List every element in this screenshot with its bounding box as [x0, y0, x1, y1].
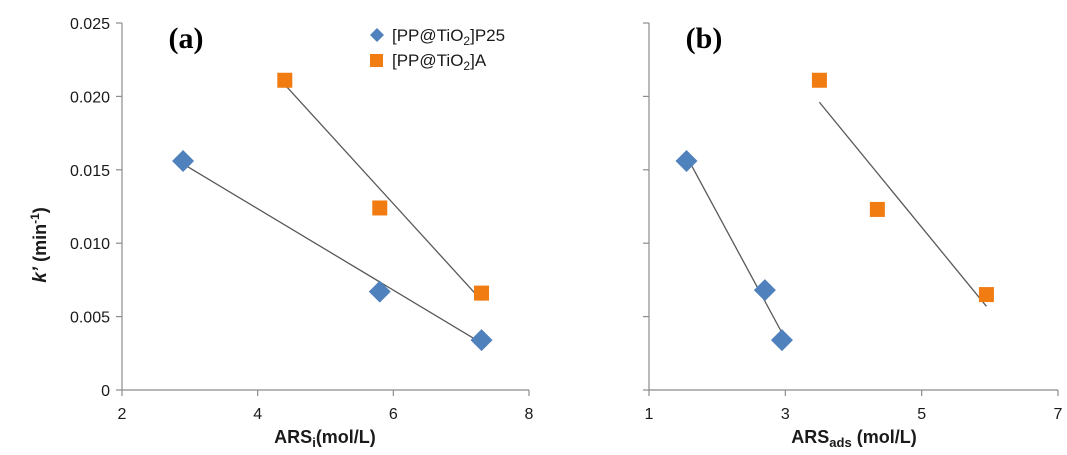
panel-b-x-tick-label: 7	[1054, 406, 1063, 423]
legend-marker-square	[370, 54, 383, 67]
legend-label-p25-pre: [PP@TiO	[392, 26, 463, 45]
panel-a-y-tick-label: 0.005	[70, 310, 110, 327]
panel-a-y-tick-label: 0.025	[70, 16, 110, 33]
legend-label-p25-sub: 2	[463, 34, 470, 48]
panel-b-x-tick-label: 5	[917, 406, 926, 423]
panel-a-y-tick-label: 0.015	[70, 163, 110, 180]
panel-a-point-a	[277, 72, 293, 88]
panel-b-x-axis-title-sub: ads	[829, 435, 851, 450]
legend-label-a: [PP@TiO2]A	[392, 51, 487, 73]
panel-a-point-p25	[172, 149, 195, 172]
panel-b-points	[675, 72, 994, 352]
panel-a-points	[172, 72, 493, 352]
legend-entry-p25: [PP@TiO2]P25	[370, 26, 505, 48]
panel-a-x-ticks: 2 4 6 8	[118, 390, 534, 423]
panel-b-x-tick-label: 3	[781, 406, 790, 423]
panel-a: (a) 0 0.005 0.010 0.015 0.020 0.025 2 4 6 8 ARSi…	[70, 16, 534, 450]
panel-a-point-p25	[470, 329, 493, 352]
y-axis-title-main: k’	[30, 266, 51, 283]
panel-a-x-tick-label: 8	[525, 406, 534, 423]
panel-b-point-a	[978, 287, 994, 303]
panel-b-trendlines	[689, 101, 987, 334]
legend-label-a-pre: [PP@TiO	[392, 51, 463, 70]
panel-b-point-a	[869, 201, 885, 217]
panel-b-x-ticks: 1 3 5 7	[645, 390, 1063, 423]
panel-a-point-a	[474, 285, 490, 301]
panel-b-label: (b)	[686, 22, 723, 55]
panel-a-x-tick-label: 6	[389, 406, 398, 423]
panel-a-x-axis-title-main: ARS	[274, 427, 312, 447]
panel-b-trendline-a	[818, 101, 987, 307]
panel-a-y-tick-label: 0.020	[70, 89, 110, 106]
y-axis-title-sup: -1	[28, 213, 42, 224]
panel-b-trendline-p25	[689, 162, 783, 334]
y-axis-title-close: )	[30, 207, 50, 213]
panel-b-point-p25	[770, 329, 793, 352]
panel-a-trendline-p25	[182, 163, 482, 344]
panel-a-y-ticks: 0 0.005 0.010 0.015 0.020 0.025	[70, 16, 122, 400]
panel-b-y-ticks	[643, 22, 649, 391]
panel-b-point-p25	[675, 149, 698, 172]
panel-a-trendline-a	[284, 84, 482, 301]
panel-a-label: (a)	[169, 22, 204, 55]
legend-entry-a: [PP@TiO2]A	[370, 51, 487, 73]
panel-a-x-tick-label: 4	[253, 406, 262, 423]
panel-b-x-axis-title: ARSads (mol/L)	[791, 427, 916, 450]
legend-label-p25: [PP@TiO2]P25	[392, 26, 505, 48]
panel-b-x-tick-label: 1	[645, 406, 654, 423]
legend-label-a-post: ]A	[470, 51, 487, 70]
panel-b: (b) 1 3 5 7 ARSads (mol/L)	[643, 22, 1063, 450]
legend-label-a-sub: 2	[463, 59, 470, 73]
panel-b-point-p25	[753, 279, 776, 302]
legend: [PP@TiO2]P25 [PP@TiO2]A	[370, 26, 505, 73]
panel-a-x-axis-title-sub: i	[312, 435, 316, 450]
panel-b-point-a	[811, 72, 827, 88]
panel-a-point-p25	[368, 280, 391, 303]
y-axis-title-unit: (min	[30, 224, 50, 267]
panel-a-y-tick-label: 0.010	[70, 236, 110, 253]
panel-a-trendlines	[182, 84, 482, 344]
legend-label-p25-post: ]P25	[470, 26, 505, 45]
y-axis-title: k’ (min-1)	[28, 207, 51, 283]
panel-a-point-a	[372, 200, 388, 216]
panel-b-x-axis-title-rest: (mol/L)	[852, 427, 917, 447]
panel-a-x-tick-label: 2	[118, 406, 127, 423]
panel-b-x-axis-title-main: ARS	[791, 427, 829, 447]
panel-a-x-axis-title-rest: (mol/L)	[316, 427, 376, 447]
panel-a-y-tick-label: 0	[101, 383, 110, 400]
panel-a-x-axis-title: ARSi(mol/L)	[274, 427, 376, 450]
legend-marker-diamond	[370, 28, 384, 42]
